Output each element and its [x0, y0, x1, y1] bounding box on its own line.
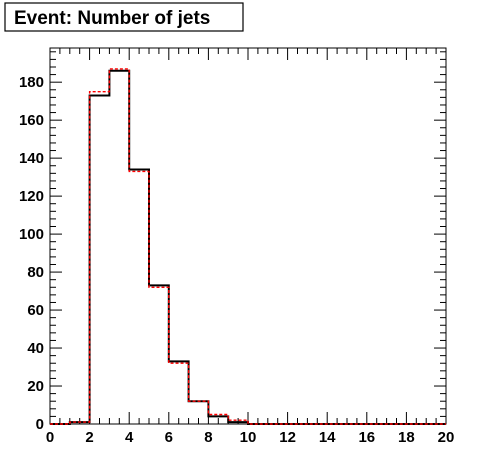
- x-tick-label: 16: [358, 429, 375, 446]
- x-tick-label: 20: [438, 429, 455, 446]
- y-tick-label: 120: [19, 188, 44, 205]
- y-axis: 0 20 40 60 80 100 120 140 160 180: [19, 51, 446, 433]
- y-tick-label: 80: [27, 264, 44, 281]
- y-tick-label: 160: [19, 112, 44, 129]
- x-tick-label: 18: [398, 429, 415, 446]
- y-tick-label: 60: [27, 302, 44, 319]
- chart-title: Event: Number of jets: [14, 8, 210, 29]
- y-tick-label: 180: [19, 74, 44, 91]
- y-tick-label: 0: [36, 416, 44, 433]
- x-tick-label: 6: [165, 429, 173, 446]
- title-box: [4, 2, 244, 32]
- y-tick-label: 100: [19, 226, 44, 243]
- histogram-series: [50, 68, 446, 425]
- y-tick-label: 40: [27, 340, 44, 357]
- y-tick-label: 20: [27, 378, 44, 395]
- x-tick-label: 4: [125, 429, 134, 446]
- x-tick-label: 12: [279, 429, 296, 446]
- x-tick-label: 2: [85, 429, 93, 446]
- x-tick-label: 14: [319, 429, 336, 446]
- x-tick-label: 10: [240, 429, 257, 446]
- x-tick-label: 8: [204, 429, 212, 446]
- x-tick-label: 0: [46, 429, 54, 446]
- y-tick-label: 140: [19, 150, 44, 167]
- histogram-line-2: [50, 68, 446, 425]
